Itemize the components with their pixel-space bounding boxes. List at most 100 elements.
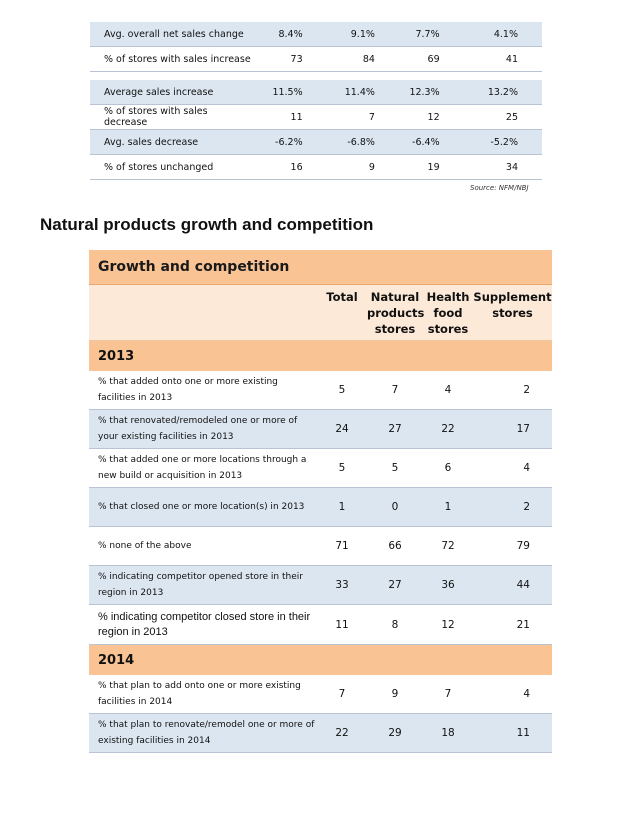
cell-total: 1 — [338, 501, 346, 513]
cell-supplement: 4 — [523, 688, 530, 700]
cell-natural: 9.1% — [308, 22, 381, 47]
cell-supplement: 25 — [445, 104, 542, 130]
cell-natural: 27 — [388, 579, 402, 591]
cell-supplement: 4 — [523, 462, 530, 474]
cell-health: 22 — [441, 423, 455, 435]
source-note: Source: NFM/NBJ — [470, 184, 529, 192]
cell-natural: 27 — [388, 423, 402, 435]
cell-supplement: 13.2% — [445, 80, 542, 105]
cell-natural: 66 — [388, 540, 402, 552]
row-label: % that added onto one or more existing f… — [98, 377, 278, 403]
cell-supplement: 2 — [523, 384, 530, 396]
cell-supplement: 21 — [516, 618, 530, 631]
column-header-row: Total Natural products stores Health foo… — [89, 285, 552, 341]
table-row: % indicating competitor closed store in … — [89, 605, 552, 645]
growth-competition-table: Growth and competition Total Natural pro… — [89, 250, 552, 753]
row-label: % indicating competitor closed store in … — [98, 610, 311, 638]
cell-natural: 9 — [308, 154, 381, 180]
table-row: % of stores unchanged 16 9 19 34 — [90, 154, 542, 180]
cell-supplement: 4.1% — [445, 22, 542, 47]
cell-total: 16 — [257, 154, 309, 180]
cell-health: 12 — [380, 104, 446, 130]
cell-total: 73 — [257, 46, 309, 72]
column-header-natural: Natural products stores — [367, 290, 425, 336]
cell-supplement: 2 — [523, 501, 530, 513]
cell-natural: 11.4% — [308, 80, 381, 105]
cell-total: 7 — [338, 688, 346, 700]
table-row: % that renovated/remodeled one or more o… — [89, 410, 552, 449]
table-row: Avg. sales decrease -6.2% -6.8% -6.4% -5… — [90, 129, 542, 155]
cell-health: 72 — [441, 540, 455, 552]
cell-total: 5 — [338, 462, 346, 474]
row-label: % none of the above — [98, 541, 192, 551]
row-label: % that closed one or more location(s) in… — [98, 502, 305, 512]
table-row: % that added onto one or more existing f… — [89, 371, 552, 410]
cell-natural: 7 — [391, 384, 399, 396]
cell-natural: 9 — [391, 688, 399, 700]
cell-natural: 0 — [391, 501, 399, 513]
cell-natural: 29 — [388, 727, 402, 739]
cell-total: 8.4% — [257, 22, 309, 47]
sales-summary-table: Avg. overall net sales change 8.4% 9.1% … — [90, 22, 542, 180]
table-row: % that added one or more locations throu… — [89, 449, 552, 488]
row-label: % that added one or more locations throu… — [98, 455, 307, 481]
row-label: Avg. sales decrease — [90, 129, 258, 155]
cell-total: 24 — [335, 423, 349, 435]
column-header-supplement: Supplement stores — [473, 290, 552, 320]
cell-total: -6.2% — [257, 129, 309, 155]
section-title: Natural products growth and competition — [40, 215, 374, 234]
cell-health: 7.7% — [380, 22, 446, 47]
cell-supplement: 44 — [516, 579, 530, 591]
cell-total: 11 — [335, 618, 349, 631]
cell-natural: 84 — [308, 46, 381, 72]
row-label: % of stores with sales decrease — [90, 104, 258, 130]
cell-health: 19 — [380, 154, 446, 180]
cell-total: 33 — [335, 579, 349, 591]
table-row: % indicating competitor opened store in … — [89, 566, 552, 605]
cell-natural: 7 — [308, 104, 381, 130]
cell-health: 12.3% — [380, 80, 446, 105]
year-header-2013: 2013 — [89, 341, 552, 371]
table-title: Growth and competition — [89, 250, 552, 285]
cell-total: 11 — [257, 104, 309, 130]
table-row: % that plan to add onto one or more exis… — [89, 675, 552, 714]
cell-health: 12 — [441, 618, 455, 631]
table-row: % none of the above 71 66 72 79 — [89, 527, 552, 566]
cell-supplement: 11 — [516, 727, 530, 739]
cell-health: -6.4% — [380, 129, 446, 155]
cell-health: 1 — [444, 501, 452, 513]
row-label: % that plan to add onto one or more exis… — [98, 681, 301, 707]
table-row: % of stores with sales decrease 11 7 12 … — [90, 104, 542, 130]
cell-health: 4 — [444, 384, 452, 396]
cell-health: 7 — [444, 688, 452, 700]
cell-supplement: 79 — [516, 540, 530, 552]
row-label: % of stores with sales increase — [90, 46, 258, 72]
cell-supplement: 41 — [445, 46, 542, 72]
table-row: % that closed one or more location(s) in… — [89, 488, 552, 527]
cell-natural: -6.8% — [308, 129, 381, 155]
cell-total: 71 — [335, 540, 349, 552]
cell-health: 6 — [444, 462, 452, 474]
cell-health: 36 — [441, 579, 455, 591]
cell-supplement: 17 — [516, 423, 530, 435]
cell-health: 69 — [380, 46, 446, 72]
cell-supplement: 34 — [445, 154, 542, 180]
row-label: % of stores unchanged — [90, 154, 258, 180]
row-label: Average sales increase — [90, 80, 258, 105]
row-label: % indicating competitor opened store in … — [98, 572, 303, 598]
cell-natural: 8 — [391, 618, 399, 631]
row-label: Avg. overall net sales change — [90, 22, 258, 47]
table-row: % of stores with sales increase 73 84 69… — [90, 46, 542, 72]
cell-total: 11.5% — [257, 80, 309, 105]
column-header-health: Health food stores — [426, 290, 470, 336]
table-row: Avg. overall net sales change 8.4% 9.1% … — [90, 22, 542, 47]
table-row: Average sales increase 11.5% 11.4% 12.3%… — [90, 80, 542, 105]
table-row: % that plan to renovate/remodel one or m… — [89, 714, 552, 753]
cell-total: 5 — [338, 384, 346, 396]
cell-supplement: -5.2% — [445, 129, 542, 155]
cell-natural: 5 — [391, 462, 399, 474]
year-header-2014: 2014 — [89, 645, 552, 675]
column-header-total: Total — [326, 290, 358, 304]
cell-total: 22 — [335, 727, 349, 739]
cell-health: 18 — [441, 727, 455, 739]
